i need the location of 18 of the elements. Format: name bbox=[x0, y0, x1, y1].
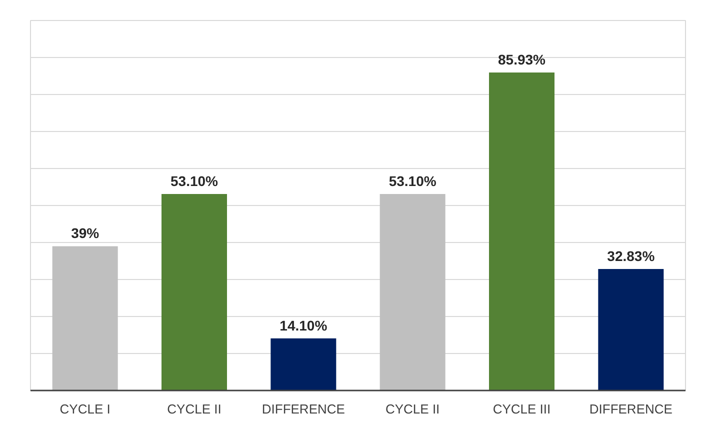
x-tick-label: DIFFERENCE bbox=[262, 402, 346, 416]
bar bbox=[52, 246, 118, 390]
data-label: 85.93% bbox=[498, 52, 546, 68]
x-tick-label: DIFFERENCE bbox=[589, 402, 673, 416]
bar bbox=[598, 269, 664, 390]
x-tick-label: CYCLE II bbox=[385, 402, 440, 416]
data-label: 39% bbox=[71, 225, 100, 242]
data-label: 53.10% bbox=[388, 173, 437, 190]
data-label: 53.10% bbox=[170, 173, 219, 190]
data-label: 32.83% bbox=[607, 248, 656, 264]
bar bbox=[489, 72, 554, 390]
bar bbox=[380, 194, 446, 390]
x-tick-label: CYCLE III bbox=[492, 402, 551, 416]
bar bbox=[162, 194, 227, 390]
data-label: 14.10% bbox=[280, 317, 328, 334]
bar bbox=[270, 338, 336, 390]
x-tick-label: CYCLE I bbox=[60, 402, 110, 416]
x-tick-label: CYCLE II bbox=[167, 402, 222, 416]
